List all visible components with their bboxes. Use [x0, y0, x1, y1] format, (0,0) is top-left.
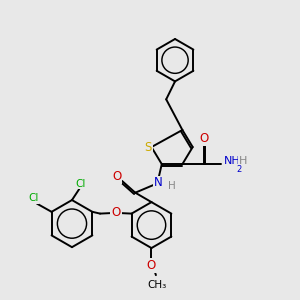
Text: N: N [154, 176, 163, 190]
Text: O: O [199, 132, 208, 145]
Text: Cl: Cl [76, 178, 86, 189]
Text: H: H [168, 181, 176, 191]
Text: O: O [147, 259, 156, 272]
Text: S: S [144, 141, 152, 154]
Text: NH: NH [224, 156, 241, 166]
Text: H: H [239, 156, 247, 166]
Text: O: O [112, 170, 122, 183]
Text: O: O [111, 206, 121, 219]
Text: 2: 2 [237, 165, 242, 174]
Text: Cl: Cl [28, 193, 38, 203]
Text: CH₃: CH₃ [148, 280, 167, 290]
